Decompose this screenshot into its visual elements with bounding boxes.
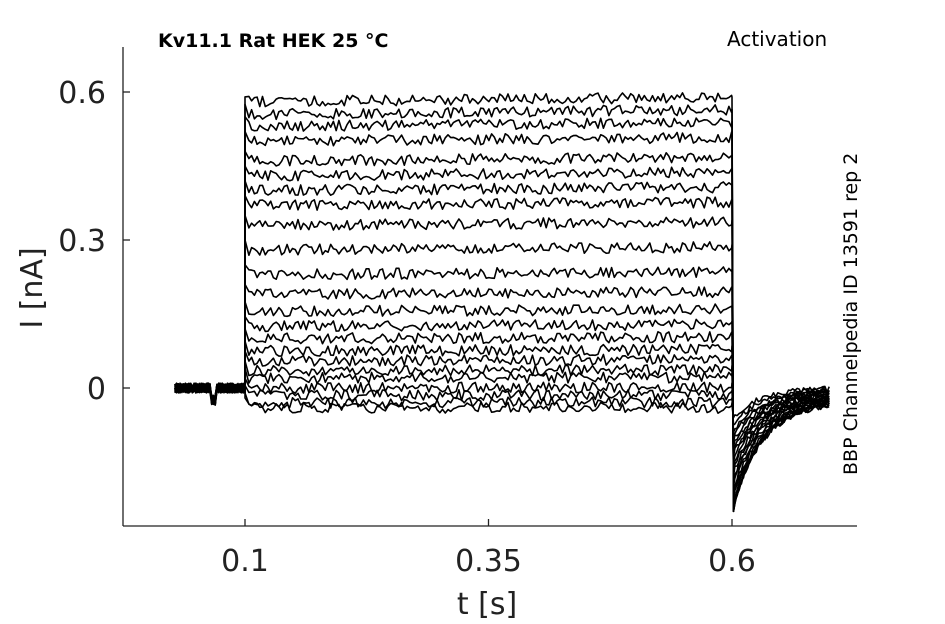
current-trace — [174, 328, 830, 463]
x-axis-label: t [s] — [457, 587, 517, 622]
y-axis-label: I [nA] — [15, 247, 50, 328]
current-trace — [174, 92, 830, 513]
current-trace — [174, 360, 830, 448]
current-trace — [174, 382, 830, 419]
current-trace — [174, 315, 830, 468]
chart-title: Kv11.1 Rat HEK 25 °C — [158, 30, 388, 52]
current-traces — [174, 92, 830, 513]
current-trace — [174, 150, 830, 513]
current-trace — [174, 382, 830, 426]
source-label: BBP Channelpedia ID 13591 rep 2 — [840, 153, 862, 475]
tick-labels: 0.1 0.35 0.6 0 0.3 0.6 — [58, 76, 756, 579]
current-trace — [174, 263, 830, 483]
current-trace — [174, 103, 830, 513]
x-tick-label: 0.1 — [221, 544, 269, 579]
y-tick-label: 0.6 — [58, 76, 106, 111]
current-trace — [174, 367, 830, 444]
current-trace — [174, 283, 830, 478]
y-tick-label: 0 — [87, 372, 106, 407]
x-tick-label: 0.6 — [708, 544, 756, 579]
protocol-label: Activation — [727, 27, 827, 51]
current-trace — [174, 180, 830, 503]
current-trace — [174, 194, 830, 498]
y-tick-label: 0.3 — [58, 224, 106, 259]
current-trace — [174, 340, 830, 458]
current-trace — [174, 382, 830, 434]
x-tick-label: 0.35 — [455, 544, 522, 579]
tick-marks — [123, 91, 733, 526]
current-trace — [174, 239, 830, 488]
